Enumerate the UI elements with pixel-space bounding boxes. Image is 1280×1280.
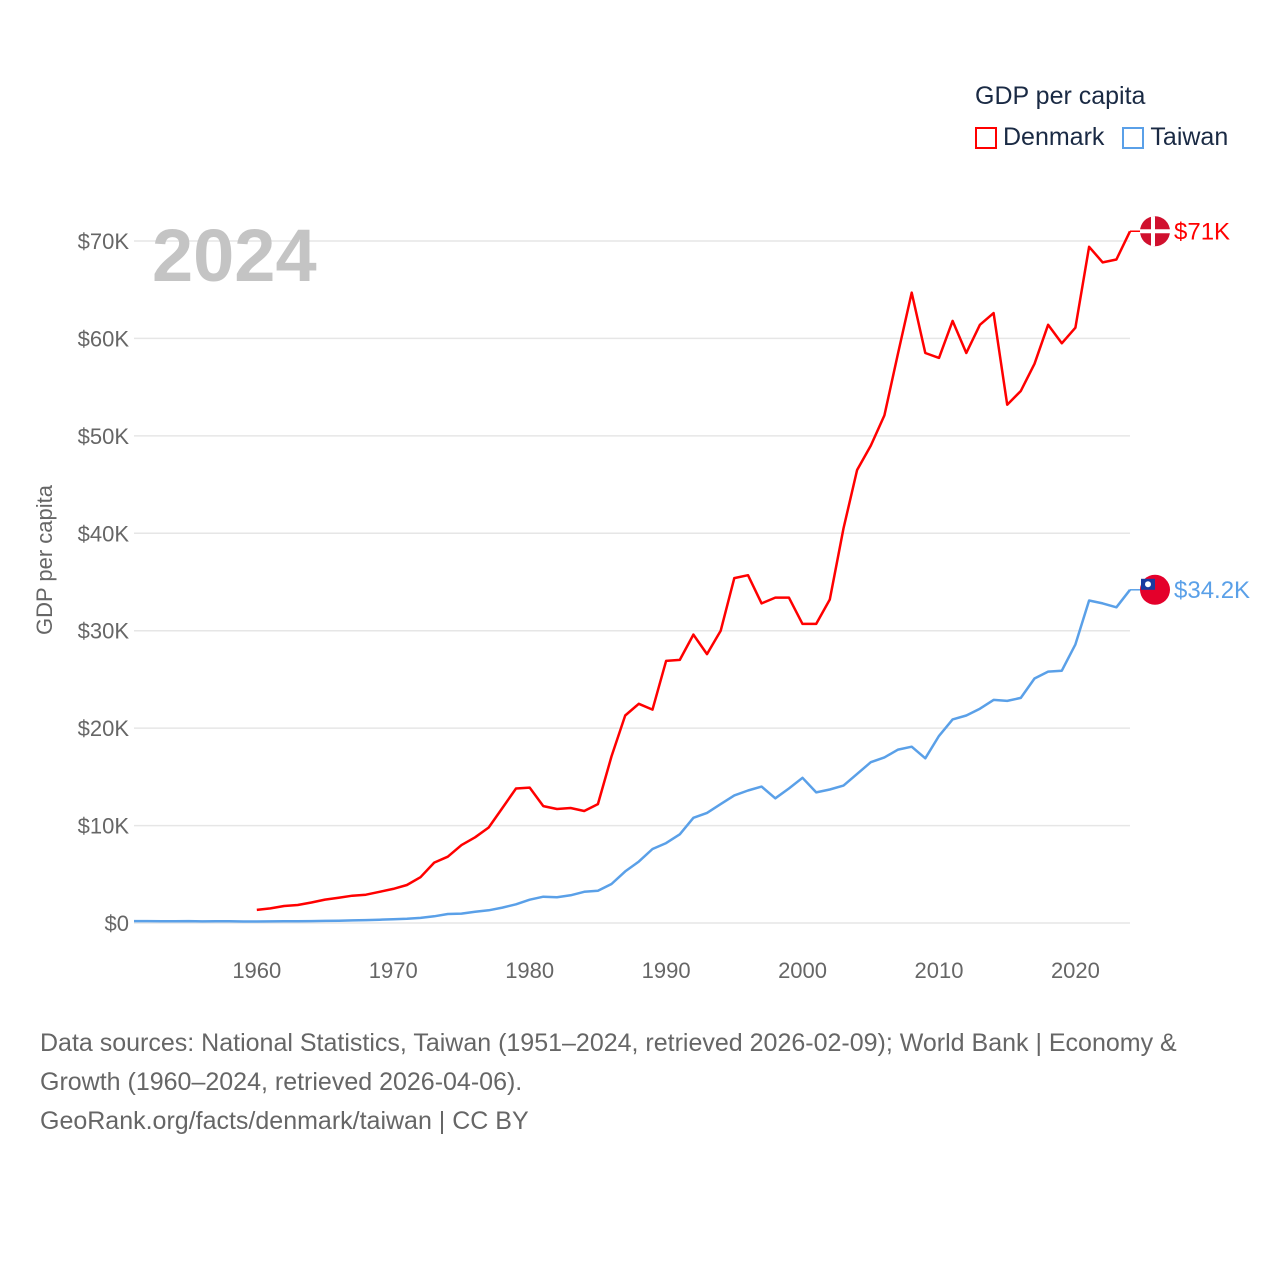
y-tick-label: $70K <box>78 229 130 254</box>
legend-label-taiwan[interactable]: Taiwan <box>1150 123 1229 151</box>
y-tick-label: $20K <box>78 716 130 741</box>
y-axis-label: GDP per capita <box>32 484 57 635</box>
x-tick-label: 1990 <box>642 958 691 983</box>
taiwan-flag-sun <box>1145 581 1151 588</box>
year-watermark: 2024 <box>152 214 317 297</box>
y-tick-label: $40K <box>78 521 130 546</box>
x-tick-label: 1980 <box>505 958 554 983</box>
legend-swatch-taiwan <box>1122 126 1145 149</box>
x-tick-label: 1970 <box>369 958 418 983</box>
end-value-label: $71K <box>1174 218 1230 245</box>
y-tick-label: $60K <box>78 326 130 351</box>
footer: Data sources: National Statistics, Taiwa… <box>40 1024 1240 1141</box>
legend-label-denmark[interactable]: Denmark <box>1003 123 1105 151</box>
legend-title: GDP per capita <box>975 82 1146 110</box>
x-tick-label: 1960 <box>232 958 281 983</box>
x-tick-label: 2020 <box>1051 958 1100 983</box>
y-tick-label: $0 <box>105 911 129 936</box>
y-tick-label: $30K <box>78 619 130 644</box>
series-line-taiwan <box>134 589 1131 923</box>
source-link[interactable]: GeoRank.org/facts/denmark/taiwan | CC BY <box>40 1107 529 1135</box>
series-line-denmark <box>256 230 1132 912</box>
data-sources: Data sources: National Statistics, Taiwa… <box>40 1029 1177 1096</box>
denmark-flag-cross <box>1151 216 1155 247</box>
x-tick-label: 2010 <box>915 958 964 983</box>
x-tick-label: 2000 <box>778 958 827 983</box>
y-tick-label: $10K <box>78 814 130 839</box>
legend-swatch-denmark <box>975 126 997 149</box>
end-value-label: $34.2K <box>1174 577 1250 604</box>
y-tick-label: $50K <box>78 424 130 449</box>
legend: Denmark Taiwan <box>975 123 1228 152</box>
